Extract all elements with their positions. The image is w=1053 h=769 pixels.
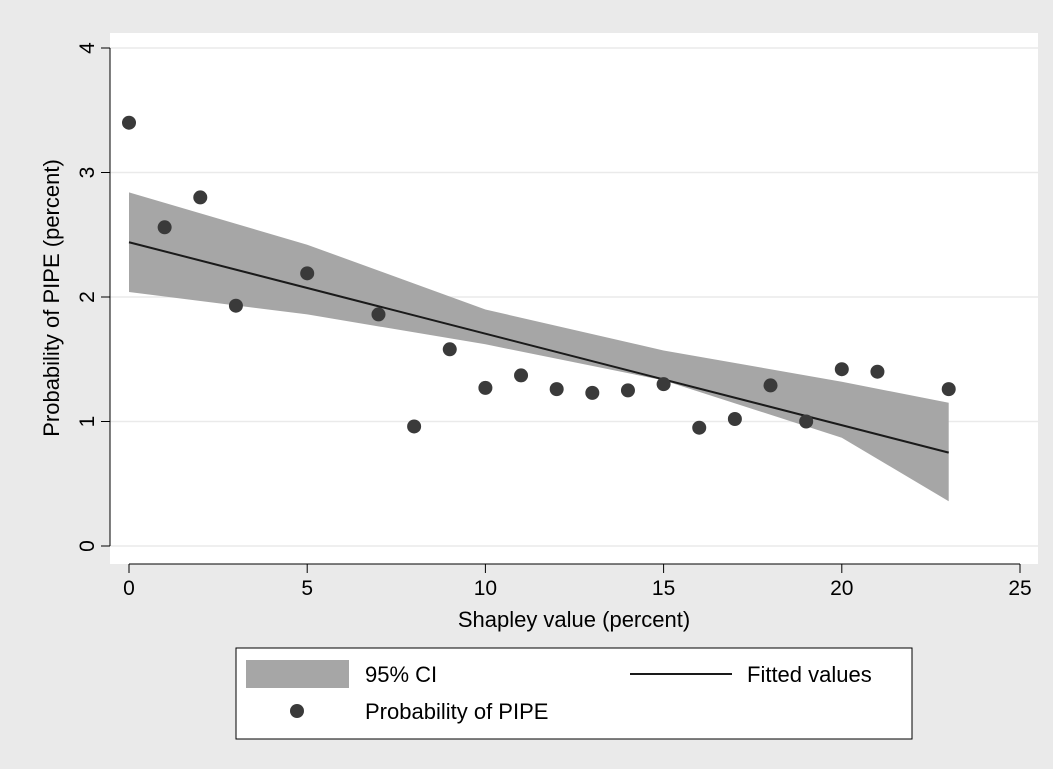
data-point	[870, 364, 885, 379]
y-tick-label: 3	[76, 167, 99, 179]
x-tick-label: 25	[1008, 577, 1031, 600]
x-axis-title: Shapley value (percent)	[458, 607, 690, 632]
y-axis-title: Probability of PIPE (percent)	[39, 159, 64, 437]
data-point	[122, 115, 136, 130]
data-point	[407, 419, 422, 434]
x-tick-label: 10	[474, 577, 497, 600]
legend-label-ci: 95% CI	[365, 662, 437, 687]
data-point	[371, 307, 386, 322]
data-points	[122, 115, 956, 435]
data-point	[549, 382, 564, 397]
data-point	[442, 342, 457, 357]
data-point	[620, 383, 635, 398]
fitted-line	[128, 241, 949, 454]
data-point	[727, 412, 742, 427]
y-tick-label: 4	[76, 42, 99, 54]
data-point	[157, 220, 172, 235]
y-tick-label: 0	[76, 540, 99, 552]
legend-swatch-points	[290, 704, 304, 718]
y-axis: 0 1 2 3 4	[76, 42, 111, 552]
data-point	[941, 382, 956, 397]
y-tick-label: 2	[76, 291, 99, 303]
x-tick-label: 5	[301, 577, 313, 600]
x-tick-label: 15	[652, 577, 675, 600]
y-tick-label: 1	[76, 416, 99, 428]
data-point	[799, 414, 814, 429]
x-axis: 0 5 10 15 20 25	[123, 563, 1032, 600]
data-point	[692, 420, 707, 435]
x-tick-label: 20	[830, 577, 853, 600]
legend-label-fitted: Fitted values	[747, 662, 872, 687]
data-point	[834, 362, 849, 377]
data-point	[478, 380, 493, 395]
data-point	[193, 190, 208, 205]
x-tick-label: 0	[123, 577, 135, 600]
legend-swatch-ci	[246, 660, 349, 688]
data-point	[300, 266, 315, 281]
data-point	[656, 377, 671, 392]
data-point	[228, 298, 243, 313]
data-point	[514, 368, 529, 383]
legend-label-points: Probability of PIPE	[365, 699, 548, 724]
data-point	[585, 385, 600, 400]
legend: 95% CI Fitted values Probability of PIPE	[235, 647, 913, 740]
data-point	[763, 378, 778, 393]
